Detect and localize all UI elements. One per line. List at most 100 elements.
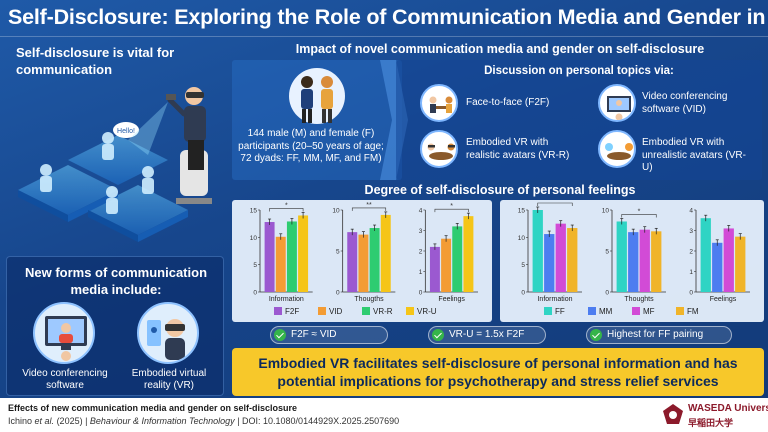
legend-swatch-MF	[632, 307, 640, 315]
face-to-face-icon	[420, 84, 458, 122]
bar-MM-Information	[544, 234, 555, 292]
y-tick-label: 10	[250, 235, 258, 242]
significance-bracket	[537, 202, 573, 206]
significance-bracket	[621, 214, 657, 218]
embodied-vr-caption: Embodied virtual reality (VR)	[131, 368, 207, 391]
legend-swatch-FF	[544, 307, 552, 315]
footer-citation: Ichino et al. (2025) | Behaviour & Infor…	[8, 416, 399, 426]
bar-FF-Information	[532, 210, 543, 292]
y-tick-label: 0	[253, 290, 257, 297]
category-label: Feelings	[710, 296, 737, 303]
y-tick-label: 1	[689, 269, 693, 276]
citation-year: (2025) |	[54, 416, 90, 426]
significance-bracket	[269, 208, 304, 212]
bar-FM-Thoughts	[651, 231, 662, 292]
legend-swatch-VR-U	[406, 307, 414, 315]
result-text: F2F ≈ VID	[291, 329, 337, 340]
vr-meeting-illustration: Hello!	[18, 87, 212, 242]
title-divider	[0, 36, 768, 37]
bar-VID-Feelings	[441, 238, 452, 292]
y-tick-label: 0	[336, 290, 340, 297]
y-tick-label: 10	[332, 208, 340, 215]
check-icon	[432, 329, 444, 341]
y-tick-label: 3	[689, 228, 693, 235]
citation-authors: Ichino	[8, 416, 33, 426]
y-tick-label: 4	[419, 208, 423, 215]
bar-FF-Feelings	[700, 218, 711, 292]
participants-icon	[289, 68, 345, 124]
y-tick-label: 2	[419, 249, 423, 256]
participants-panel	[232, 60, 402, 180]
bar-VR-R-Feelings	[452, 226, 463, 292]
result-ff: Highest for FF pairing	[586, 326, 732, 344]
y-tick-label: 5	[521, 262, 525, 269]
participants-description: 144 male (M) and female (F) participants…	[238, 128, 384, 164]
y-tick-label: 10	[518, 235, 526, 242]
vr-realistic-icon	[420, 130, 458, 168]
significance-marker: ***	[551, 200, 559, 204]
poster-title: Self-Disclosure: Exploring the Role of C…	[8, 5, 768, 29]
significance-marker: **	[366, 202, 372, 209]
significance-bracket	[434, 208, 469, 213]
y-tick-label: 2	[689, 249, 693, 256]
vr-unrealistic-icon	[598, 130, 636, 168]
legend-label-MM: MM	[599, 307, 613, 316]
discussion-heading: Discussion on personal topics via:	[484, 65, 674, 77]
check-icon	[274, 329, 286, 341]
result-vru: VR-U = 1.5x F2F	[428, 326, 546, 344]
bar-FM-Information	[567, 228, 578, 292]
bar-MM-Thoughts	[628, 232, 639, 292]
bar-VR-U-Feelings	[463, 216, 474, 292]
legend-label-FF: FF	[555, 307, 565, 316]
bar-MM-Feelings	[712, 242, 723, 292]
vital-heading: Self-disclosure is vital for communicati…	[16, 45, 175, 77]
bar-VR-R-Information	[286, 221, 297, 292]
vr-u-label: Embodied VR with unrealistic avatars (VR…	[642, 137, 746, 173]
y-tick-label: 0	[521, 290, 525, 297]
category-label: Information	[537, 296, 572, 303]
legend-swatch-VR-R	[362, 307, 370, 315]
university-name: WASEDA University	[688, 403, 768, 414]
y-tick-label: 3	[419, 228, 423, 235]
footer: Effects of new communication media and g…	[0, 398, 768, 432]
university-name-jp: 早稲田大学	[688, 418, 734, 428]
f2f-label: Face-to-face (F2F)	[466, 97, 550, 108]
gender-bar-chart: 0 5 10 15 *** Information 0 5 10 * Thoughts 0 1 2 3 4 Fe…	[518, 200, 750, 316]
impact-heading: Impact of novel communication media and …	[295, 42, 705, 56]
y-tick-label: 5	[605, 249, 609, 256]
vid-label: Video conferencing software (VID)	[642, 91, 728, 115]
infographic-poster: Self-Disclosure: Exploring the Role of C…	[0, 0, 768, 398]
gender-chart-panel: 0 5 10 15 *** Information 0 5 10 * Thoughts 0 1 2 3 4 Fe…	[500, 200, 764, 322]
y-tick-label: 0	[605, 290, 609, 297]
significance-marker: *	[450, 203, 453, 210]
discussion-panel	[396, 60, 762, 180]
bar-F2F-Feelings	[429, 246, 440, 292]
conclusion-banner: Embodied VR facilitates self-disclosure …	[232, 348, 764, 396]
citation-etal: et al.	[34, 416, 55, 426]
hello-bubble-text: Hello!	[117, 128, 135, 135]
bar-VID-Information	[275, 236, 286, 292]
y-tick-label: 0	[419, 290, 423, 297]
bar-VR-U-Information	[298, 215, 309, 292]
category-label: Feelings	[438, 296, 465, 303]
y-tick-label: 5	[253, 262, 257, 269]
legend-label-MF: MF	[643, 307, 655, 316]
legend-swatch-VID	[318, 307, 326, 315]
y-tick-label: 5	[336, 249, 340, 256]
category-label: Information	[269, 296, 304, 303]
result-f2f-vid: F2F ≈ VID	[270, 326, 388, 344]
legend-label-FM: FM	[687, 307, 699, 316]
legend-label-VID: VID	[329, 307, 343, 316]
bar-MF-Feelings	[723, 228, 734, 292]
media-bar-chart: 0 5 10 15 * Information 0 5 10 ** Thougths 0 1 2 3 4 * Fe…	[250, 202, 478, 316]
legend-swatch-FM	[676, 307, 684, 315]
video-call-icon	[33, 302, 95, 364]
legend-swatch-F2F	[274, 307, 282, 315]
bar-VR-R-Thougths	[369, 228, 380, 292]
y-tick-label: 0	[689, 290, 693, 297]
significance-marker: *	[285, 202, 288, 209]
category-label: Thougths	[354, 296, 384, 303]
citation-journal: Behaviour & Information Technology	[89, 416, 235, 426]
significance-marker: *	[638, 208, 641, 215]
legend-label-VR-R: VR-R	[373, 307, 393, 316]
